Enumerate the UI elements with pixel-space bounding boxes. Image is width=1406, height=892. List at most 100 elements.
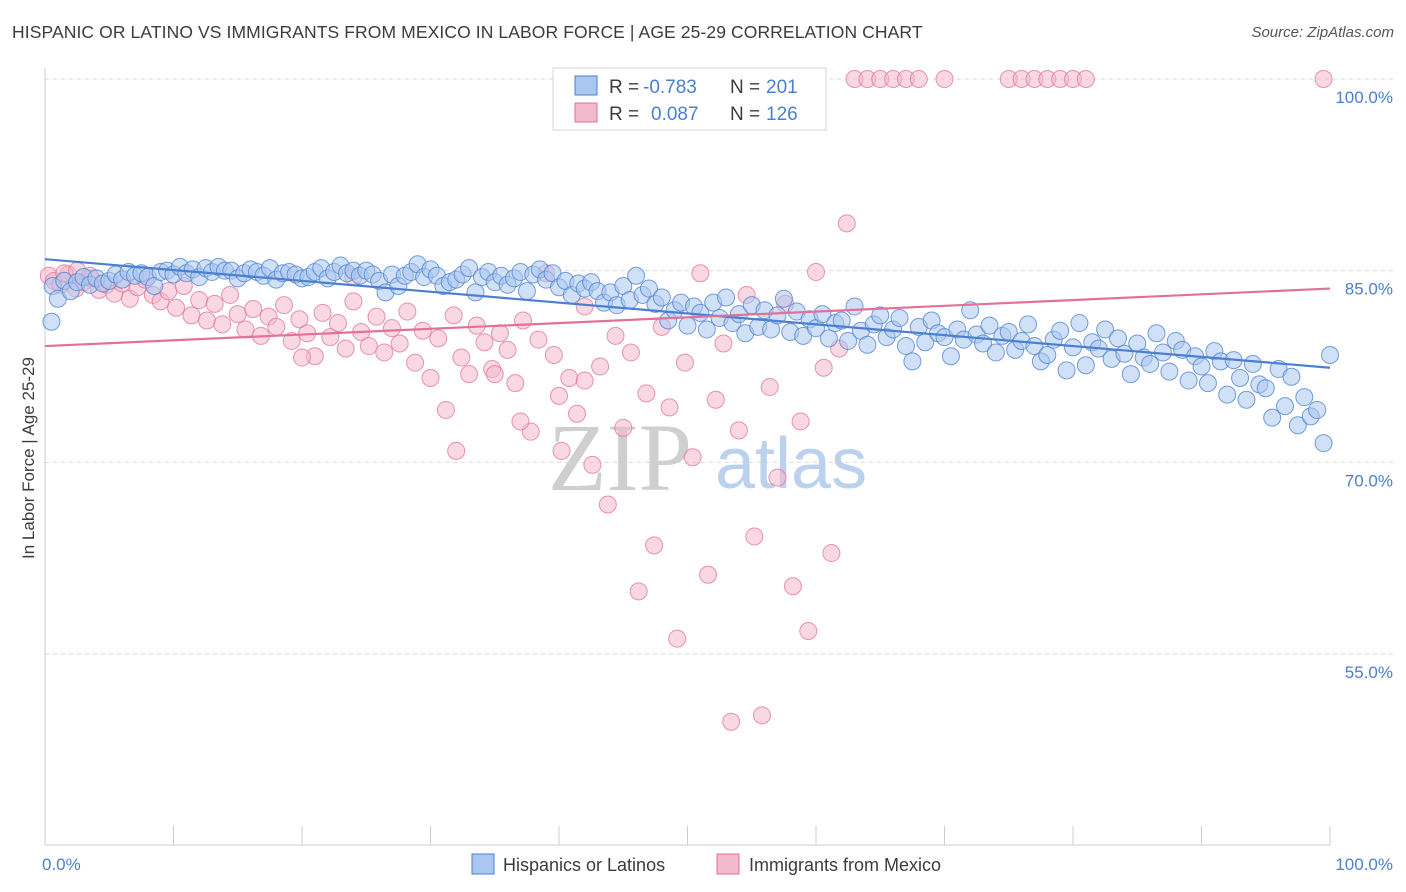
point-hispanic-94 [639, 279, 658, 298]
point-hispanic-198 [1308, 400, 1327, 419]
point-hispanic-133 [890, 308, 909, 327]
trend-lines [44, 258, 1331, 369]
y-tick-label-0: 100.0% [1335, 88, 1393, 107]
point-hispanic-130 [871, 306, 890, 325]
point-mexico-119 [1314, 70, 1333, 88]
legend-box [552, 67, 827, 131]
point-hispanic-159 [1057, 361, 1076, 380]
point-hispanic-144 [961, 301, 980, 320]
legend-r-value-pink: 0.087 [651, 104, 699, 125]
point-mexico-31 [275, 296, 294, 315]
point-mexico-99 [799, 622, 818, 640]
axes [44, 68, 1331, 846]
point-hispanic-188 [1243, 354, 1262, 373]
legend-r-value-blue: -0.783 [643, 77, 697, 98]
point-mexico-38 [328, 314, 347, 333]
point-mexico-126 [485, 365, 504, 384]
point-mexico-43 [367, 307, 386, 326]
point-hispanic-196 [1295, 388, 1314, 407]
point-hispanic-187 [1237, 390, 1256, 409]
point-mexico-20 [190, 291, 209, 310]
point-mexico-57 [475, 333, 494, 352]
point-mexico-111 [935, 70, 954, 88]
point-hispanic-162 [1076, 356, 1095, 375]
point-mexico-17 [167, 298, 186, 317]
point-hispanic-158 [1051, 321, 1070, 340]
point-hispanic-147 [980, 316, 999, 335]
point-mexico-36 [313, 303, 332, 322]
point-mexico-51 [429, 329, 448, 348]
point-mexico-78 [637, 384, 656, 403]
point-hispanic-124 [832, 311, 851, 330]
legend-n-label-pink: N = [730, 104, 760, 125]
point-mexico-72 [591, 357, 610, 376]
y-tick-label-2: 70.0% [1345, 471, 1393, 490]
point-hispanic-186 [1231, 369, 1250, 387]
point-mexico-33 [290, 310, 309, 329]
point-mexico-19 [182, 306, 201, 325]
point-hispanic-106 [717, 288, 736, 307]
point-hispanic-184 [1218, 385, 1237, 404]
point-hispanic-0 [42, 312, 61, 331]
point-mexico-79 [645, 536, 664, 555]
point-hispanic-122 [819, 329, 838, 348]
point-mexico-94 [760, 377, 779, 396]
point-mexico-42 [359, 337, 378, 356]
point-mexico-60 [498, 340, 517, 359]
point-hispanic-135 [903, 352, 922, 371]
trend-line-hispanic [44, 258, 1331, 369]
point-mexico-83 [675, 353, 694, 372]
point-hispanic-75 [517, 282, 536, 301]
point-mexico-127 [511, 412, 530, 431]
point-mexico-61 [506, 374, 525, 393]
trend-line-mexico [44, 287, 1331, 348]
point-mexico-23 [213, 315, 232, 334]
point-hispanic-195 [1288, 416, 1307, 435]
point-mexico-74 [606, 326, 625, 345]
point-mexico-62 [514, 311, 533, 330]
point-mexico-22 [205, 294, 224, 313]
point-mexico-64 [529, 330, 548, 349]
point-hispanic-175 [1160, 362, 1179, 381]
point-mexico-30 [267, 317, 286, 336]
point-mexico-47 [398, 302, 417, 321]
point-hispanic-191 [1263, 408, 1282, 427]
point-mexico-118 [1076, 70, 1095, 88]
y-tick-labels: 100.0% 85.0% 70.0% 55.0% [1335, 88, 1393, 682]
point-mexico-27 [244, 300, 263, 318]
point-mexico-40 [344, 292, 363, 311]
point-hispanic-181 [1198, 374, 1217, 393]
point-mexico-24 [221, 285, 240, 304]
point-hispanic-148 [986, 343, 1005, 362]
point-hispanic-199 [1314, 434, 1333, 453]
point-mexico-50 [421, 369, 440, 387]
legend-r-label-blue: R = [609, 77, 639, 98]
point-hispanic-125 [839, 331, 858, 350]
point-mexico-53 [444, 306, 463, 325]
legend-swatch-pink [574, 102, 598, 123]
point-hispanic-66 [460, 259, 479, 278]
point-mexico-68 [560, 369, 579, 387]
point-hispanic-200 [1321, 346, 1339, 364]
point-mexico-77 [629, 582, 648, 601]
legend-bottom-label-pink: Immigrants from Mexico [749, 855, 941, 875]
point-mexico-32 [282, 331, 301, 350]
series-immigrants-from-mexico [39, 70, 1333, 731]
point-mexico-66 [544, 346, 563, 364]
point-hispanic-134 [896, 337, 915, 356]
point-hispanic-153 [1019, 315, 1038, 334]
point-hispanic-180 [1192, 357, 1211, 376]
chart-source: Source: ZipAtlas.com [1251, 24, 1394, 41]
point-hispanic-169 [1121, 365, 1140, 384]
legend-r-label-pink: R = [609, 104, 639, 125]
point-mexico-71 [583, 455, 602, 474]
point-hispanic-190 [1256, 379, 1275, 398]
point-mexico-102 [822, 544, 841, 563]
point-hispanic-67 [466, 283, 485, 302]
point-hispanic-103 [697, 320, 716, 339]
watermark: ZIP atlas [548, 404, 867, 511]
point-mexico-67 [552, 441, 571, 460]
point-mexico-93 [753, 706, 772, 725]
point-mexico-81 [660, 398, 679, 417]
